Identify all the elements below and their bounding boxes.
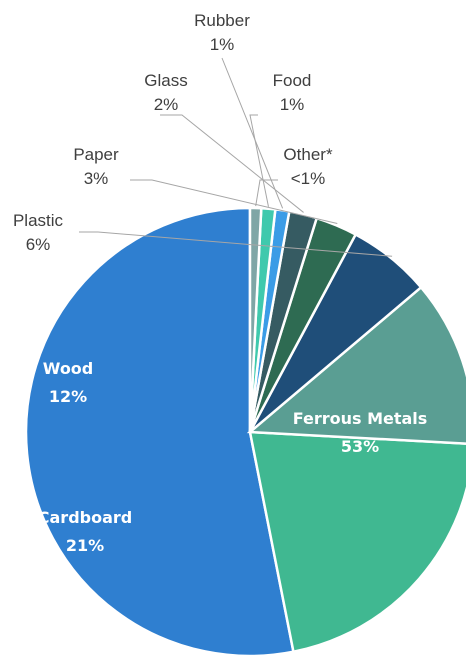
pie-slice-cardboard xyxy=(248,430,466,654)
slice-label-wood: Wood 12% xyxy=(43,359,94,406)
slice-label-cardboard: Cardboard 21% xyxy=(38,508,132,555)
slice-label-paper: Paper 3% xyxy=(73,145,119,188)
leader-line-plastic xyxy=(79,231,393,257)
slice-label-plastic: Plastic 6% xyxy=(13,211,64,254)
slice-labels: Ferrous Metals 53% Cardboard 21% Wood 12% Plas… xyxy=(13,11,427,555)
leader-line-food xyxy=(249,114,269,207)
leader-lines xyxy=(79,57,393,257)
leader-line-glass xyxy=(160,114,304,213)
slice-label-other: Other* <1% xyxy=(283,145,333,188)
leader-line-paper xyxy=(130,179,338,225)
slice-label-rubber: Rubber 1% xyxy=(194,11,250,54)
pie-slice-ferrous-metals xyxy=(24,206,295,658)
slice-label-food: Food 1% xyxy=(273,71,312,114)
pie-slices xyxy=(24,206,466,658)
pie-slice-wood xyxy=(246,285,466,445)
leader-line-rubber xyxy=(221,57,284,209)
pie-slice-other xyxy=(248,206,263,433)
slice-label-ferrous-metals: Ferrous Metals 53% xyxy=(293,409,428,456)
leader-line-other xyxy=(255,179,278,207)
slice-label-glass: Glass 2% xyxy=(144,71,187,114)
